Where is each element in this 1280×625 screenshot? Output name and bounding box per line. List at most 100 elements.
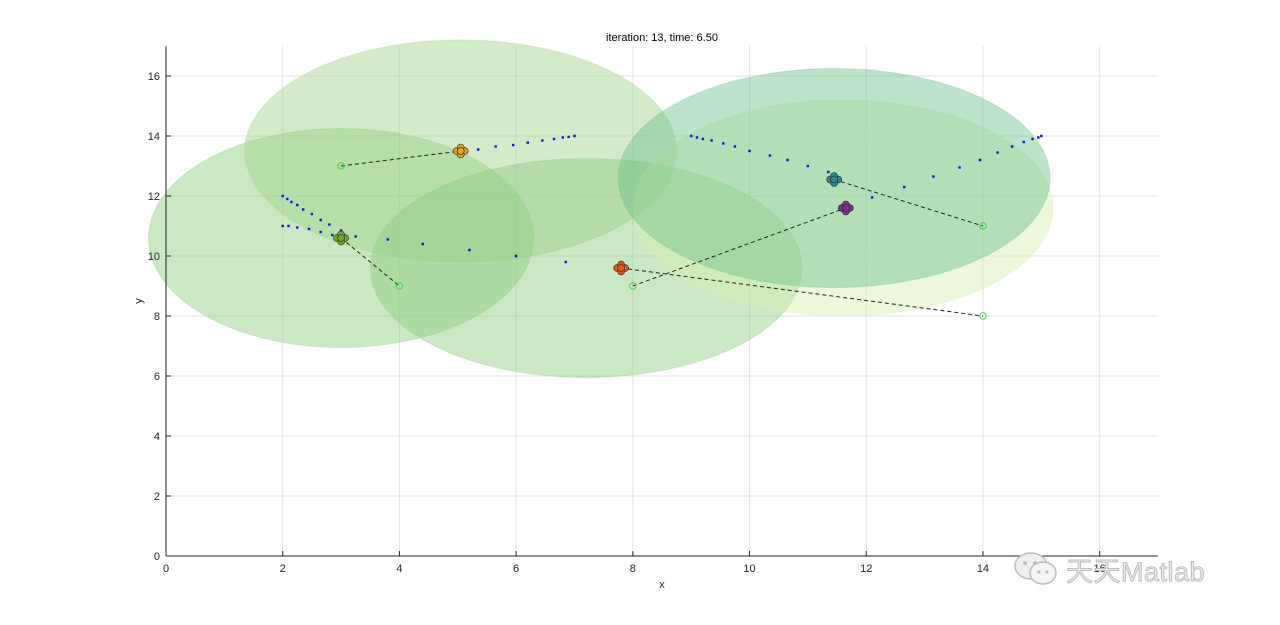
agent-red — [613, 260, 629, 276]
agent-3-coverage — [369, 158, 803, 378]
agent-orange-part-4 — [456, 147, 465, 155]
trail-green-b-point-7 — [328, 223, 331, 226]
trail-green-point-4 — [319, 230, 322, 234]
agent-green — [333, 230, 349, 246]
x-tick-label-8: 8 — [630, 563, 636, 575]
link-agent-red-target-5 — [621, 267, 984, 317]
x-tick-label-2: 2 — [280, 563, 286, 575]
trail-purple-point-7 — [1022, 140, 1025, 144]
trail-green-point-0 — [281, 224, 284, 228]
trail-green-point-3 — [307, 227, 311, 231]
target-1 — [337, 162, 345, 170]
x-tick-label-12: 12 — [860, 563, 872, 575]
trail-orange-point-1 — [476, 148, 480, 151]
agent-green-part-4 — [337, 234, 345, 242]
trail-teal-point-7 — [768, 154, 772, 157]
trail-teal-point-10 — [827, 170, 830, 174]
agent-orange — [452, 143, 469, 159]
axes: 0 2 4 6 8 10 12 14 16 0 2 4 6 8 10 12 14 16 — [148, 46, 1158, 575]
trail-teal-point-3 — [710, 139, 713, 142]
trail-purple — [870, 134, 1043, 199]
y-tick-label-2: 2 — [154, 491, 160, 503]
x-tick-label-0: 0 — [163, 563, 169, 575]
watermark: 天天Matlab — [1012, 549, 1205, 589]
trail-purple-point-1 — [902, 185, 906, 189]
y-tick-label-4: 4 — [154, 431, 160, 443]
trail-purple-point-9 — [1037, 136, 1040, 139]
trail-orange-point-6 — [552, 137, 556, 141]
trail-orange-point-4 — [526, 141, 529, 144]
trail-orange-point-5 — [541, 139, 544, 142]
coverage-ellipses — [147, 39, 1054, 378]
x-tick-label-6: 6 — [513, 563, 519, 575]
trail-teal-point-4 — [722, 142, 725, 145]
trail-teal-point-1 — [695, 136, 699, 139]
y-tick-label-6: 6 — [154, 371, 160, 383]
x-tick-label-4: 4 — [396, 563, 402, 575]
trail-teal-point-5 — [733, 145, 737, 148]
trail-green-point-2 — [296, 226, 299, 229]
trail-green — [281, 224, 567, 264]
agent-purple-part-4 — [842, 204, 850, 212]
chart-title: iteration: 13, time: 6.50 — [606, 32, 718, 44]
y-tick-label-0: 0 — [154, 551, 160, 563]
trail-orange-point-8 — [567, 135, 570, 139]
agent-trails — [281, 134, 1043, 264]
agent-markers — [333, 143, 854, 276]
trail-green-point-7 — [354, 235, 357, 238]
trail-green-b-point-4 — [301, 208, 305, 211]
y-tick-label-16: 16 — [148, 71, 160, 83]
link-agent-teal-target-4 — [833, 179, 984, 227]
trail-green-b-point-8 — [339, 229, 343, 232]
trail-purple-point-10 — [1040, 134, 1043, 138]
target-4 — [979, 222, 987, 230]
agent-teal-part-4 — [830, 175, 838, 184]
watermark-text: 天天Matlab — [1065, 556, 1206, 587]
x-tick-label-16: 16 — [1094, 563, 1106, 575]
trail-purple-point-0 — [870, 196, 874, 199]
y-tick-label-8: 8 — [154, 311, 160, 323]
trail-purple-point-4 — [978, 158, 982, 162]
agent-teal — [826, 172, 842, 187]
wechat-icon — [1014, 552, 1057, 585]
agent-red-part-4 — [617, 264, 625, 272]
trail-green-b-point-1 — [286, 197, 289, 201]
target-3 — [629, 282, 637, 290]
trail-teal-point-9 — [806, 164, 810, 168]
link-agent-green-target-2 — [340, 237, 400, 287]
trail-purple-point-8 — [1031, 137, 1034, 141]
target-markers — [337, 162, 987, 320]
trail-orange-point-3 — [512, 143, 515, 147]
trail-orange-point-7 — [561, 136, 564, 139]
target-2 — [395, 282, 404, 290]
link-target-1-agent-orange — [340, 150, 461, 167]
trail-orange-point-2 — [494, 145, 497, 148]
agent-purple — [838, 200, 854, 216]
trail-teal-point-6 — [748, 149, 751, 153]
x-tick-label-14: 14 — [977, 563, 989, 575]
trail-teal-point-2 — [701, 137, 705, 141]
trail-teal-point-8 — [786, 158, 789, 162]
link-target-3-agent-purple — [632, 207, 846, 287]
trail-green-b-point-3 — [296, 203, 299, 207]
grid-lines — [165, 46, 1158, 557]
trail-green-b-point-2 — [290, 200, 293, 204]
y-tick-label-10: 10 — [148, 251, 160, 263]
trail-orange-point-9 — [573, 134, 576, 138]
trail-teal — [689, 134, 830, 174]
trail-green-b — [281, 194, 343, 232]
trail-purple-point-5 — [996, 151, 999, 154]
trail-green-b-point-5 — [310, 212, 314, 216]
y-tick-label-12: 12 — [148, 191, 160, 203]
trail-green-point-9 — [421, 242, 424, 246]
trail-green-point-11 — [514, 254, 518, 258]
trail-green-point-8 — [386, 238, 389, 241]
trail-green-point-1 — [287, 224, 290, 228]
trail-teal-point-0 — [689, 134, 693, 138]
trail-green-point-5 — [331, 233, 334, 237]
trail-purple-point-6 — [1010, 145, 1014, 148]
x-tick-label-10: 10 — [743, 563, 755, 575]
trail-purple-point-2 — [932, 175, 935, 178]
y-axis-label: y — [133, 298, 145, 304]
